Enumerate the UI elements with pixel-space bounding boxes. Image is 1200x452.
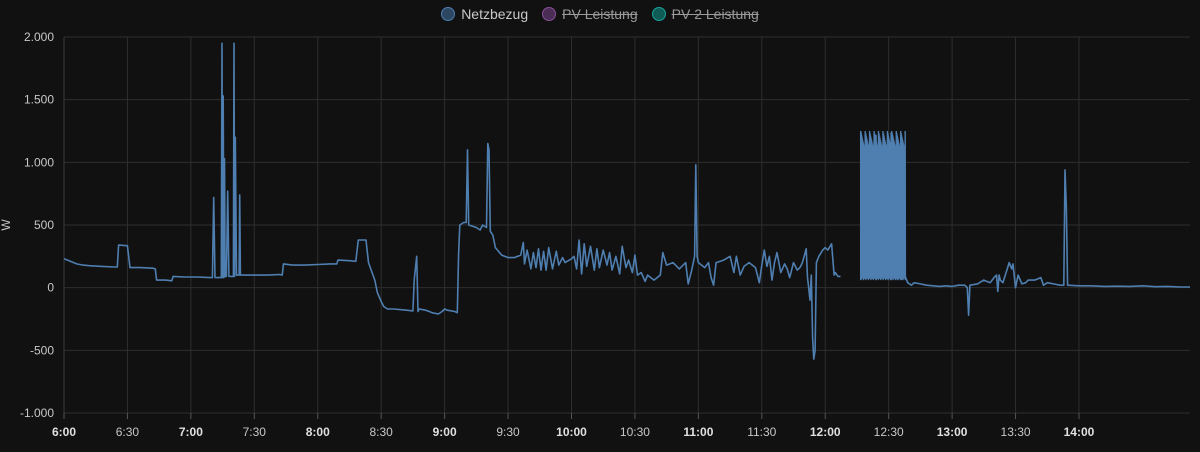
- series-line-netzbezug: [63, 42, 841, 360]
- x-tick-label: 10:30: [620, 425, 650, 439]
- y-tick-label: 1.000: [24, 155, 54, 169]
- y-tick-label: 1.500: [24, 93, 54, 107]
- x-tick-label: 12:00: [810, 425, 841, 439]
- x-axis-ticks: 6:00 6:30 7:00 7:30 8:00 8:30 9:00 9:30 10:00 10:…: [52, 425, 1095, 439]
- legend-item-netzbezug[interactable]: Netzbezug: [441, 6, 528, 22]
- y-axis-ticks: -1.000 -500 0 500 1.000 1.500 2.000: [20, 30, 54, 420]
- x-tick-label: 11:00: [683, 425, 713, 439]
- x-tick-label: 14:00: [1064, 425, 1095, 439]
- x-tick-label: 10:00: [556, 425, 587, 439]
- legend-label: PV Leistung: [562, 6, 638, 22]
- y-tick-label: 500: [34, 218, 54, 232]
- legend-label: Netzbezug: [461, 6, 529, 22]
- x-tick-label: 8:00: [306, 425, 330, 439]
- x-tick-label: 7:30: [243, 425, 267, 439]
- x-tick-label: 6:30: [116, 425, 140, 439]
- x-tick-label: 6:00: [52, 425, 76, 439]
- legend-dot-netzbezug: [441, 7, 456, 21]
- x-tick-label: 9:30: [496, 425, 520, 439]
- series-line-netzbezug-tail: [904, 169, 1190, 316]
- legend-dot-pv-leistung: [542, 7, 557, 21]
- y-tick-label: 0: [47, 281, 54, 295]
- legend-dot-pv2-leistung: [651, 7, 666, 21]
- y-tick-label: 2.000: [24, 30, 54, 44]
- series-dense-band: [860, 130, 907, 281]
- grid-lines: [63, 36, 1190, 419]
- legend-label: PV 2 Leistung: [671, 6, 759, 22]
- x-tick-label: 8:30: [370, 425, 394, 439]
- x-tick-label: 12:30: [874, 425, 904, 439]
- x-tick-label: 9:00: [433, 425, 457, 439]
- y-tick-label: -500: [30, 343, 54, 357]
- x-tick-label: 11:30: [747, 425, 776, 439]
- y-tick-label: -1.000: [20, 406, 54, 420]
- legend-item-pv2-leistung[interactable]: PV 2 Leistung: [651, 6, 759, 22]
- y-axis-label: W: [0, 219, 13, 231]
- series-group: [63, 42, 1190, 360]
- x-tick-label: 7:00: [179, 425, 203, 439]
- chart-legend: Netzbezug PV Leistung PV 2 Leistung: [0, 2, 1200, 26]
- legend-item-pv-leistung[interactable]: PV Leistung: [542, 6, 638, 22]
- x-tick-label: 13:00: [937, 425, 968, 439]
- x-tick-label: 13:30: [1001, 425, 1031, 439]
